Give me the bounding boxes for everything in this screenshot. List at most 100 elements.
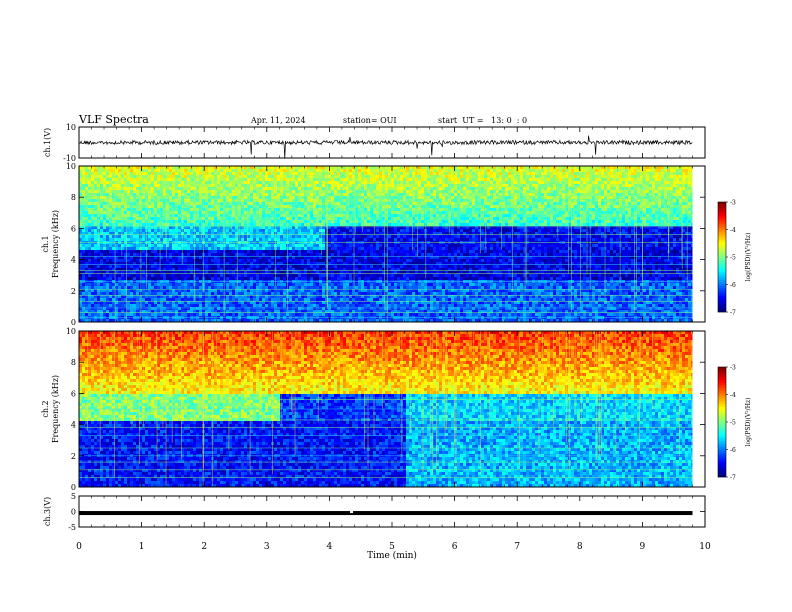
spectrogram-cell xyxy=(253,202,257,206)
spectrogram-cell xyxy=(109,259,113,263)
spectrogram-cell xyxy=(244,307,248,311)
spectrogram-cell xyxy=(238,262,242,266)
spectrogram-cell xyxy=(340,238,344,242)
spectrogram-cell xyxy=(181,190,185,194)
spectrogram-cell xyxy=(217,292,221,296)
spectrogram-cell xyxy=(184,181,188,185)
spectrogram-cell xyxy=(82,232,86,236)
spectrogram-cell xyxy=(148,166,152,170)
spectrogram-cell xyxy=(280,316,284,320)
spectrogram-cell xyxy=(235,265,239,269)
spectrogram-cell xyxy=(133,262,137,266)
spectrogram-cell xyxy=(160,205,164,209)
spectrogram-cell xyxy=(151,244,155,248)
spectrogram-cell xyxy=(100,193,104,197)
spectrogram-cell xyxy=(253,220,257,224)
spectrogram-cell xyxy=(289,310,293,314)
spectrogram-cell xyxy=(340,313,344,317)
spectrogram-cell xyxy=(259,196,263,200)
spectrogram-cell xyxy=(163,211,167,215)
spectrogram-cell xyxy=(328,229,332,233)
spectrogram-cell xyxy=(214,220,218,224)
spectrogram-cell xyxy=(244,310,248,314)
spectrogram-cell xyxy=(238,238,242,242)
spectrogram-cell xyxy=(166,223,170,227)
spectrogram-cell xyxy=(211,310,215,314)
spectrogram-cell xyxy=(205,304,209,308)
spectrogram-cell xyxy=(160,292,164,296)
spectrogram-cell xyxy=(235,262,239,266)
spectrogram-cell xyxy=(331,283,335,287)
spectrogram-cell xyxy=(358,277,362,281)
spectrogram-cell xyxy=(88,226,92,230)
spectrogram-cell xyxy=(187,175,191,179)
spectrogram-cell xyxy=(277,229,281,233)
spectrogram-cell xyxy=(208,190,212,194)
spectrogram-cell xyxy=(82,295,86,299)
spectrogram-cell xyxy=(178,256,182,260)
spectrogram-cell xyxy=(253,193,257,197)
spectrogram-cell xyxy=(106,247,110,251)
spectrogram-cell xyxy=(274,310,278,314)
spectrogram-cell xyxy=(226,244,230,248)
spectrogram-cell xyxy=(277,235,281,239)
spectrogram-cell xyxy=(277,199,281,203)
spectrogram-cell xyxy=(271,211,275,215)
spectrogram-cell xyxy=(175,178,179,182)
spectrogram-cell xyxy=(247,220,251,224)
spectrogram-cell xyxy=(160,289,164,293)
spectrogram-cell xyxy=(139,316,143,320)
spectrogram-cell xyxy=(241,184,245,188)
spectrogram-cell xyxy=(313,256,317,260)
spectrogram-cell xyxy=(250,181,254,185)
spectrogram-cell xyxy=(313,283,317,287)
spectrogram-cell xyxy=(256,295,260,299)
spectrogram-cell xyxy=(184,214,188,218)
spectrogram-cell xyxy=(160,304,164,308)
spectrogram-cell xyxy=(259,301,263,305)
spectrogram-cell xyxy=(268,184,272,188)
spectrogram-cell xyxy=(352,250,356,254)
spectrogram-cell xyxy=(85,265,89,269)
spectrogram-cell xyxy=(262,274,266,278)
spectrogram-cell xyxy=(217,283,221,287)
spectrogram-cell xyxy=(166,250,170,254)
spectrogram-cell xyxy=(85,262,89,266)
spectrogram-cell xyxy=(232,301,236,305)
spectrogram-cell xyxy=(328,226,332,230)
spectrogram-cell xyxy=(274,319,278,323)
spectrogram-cell xyxy=(169,202,173,206)
spectrogram-cell xyxy=(235,196,239,200)
spectrogram-cell xyxy=(94,307,98,311)
spectrogram-cell xyxy=(250,307,254,311)
spectrogram-cell xyxy=(202,301,206,305)
spectrogram-cell xyxy=(94,286,98,290)
spectrogram-cell xyxy=(181,307,185,311)
spectrogram-cell xyxy=(241,313,245,317)
spectrogram-cell xyxy=(91,259,95,263)
spectrogram-cell xyxy=(154,313,158,317)
spectrogram-cell xyxy=(340,289,344,293)
spectrogram-cell xyxy=(130,226,134,230)
spectrogram-cell xyxy=(319,235,323,239)
spectrogram-cell xyxy=(223,217,227,221)
spectrogram-cell xyxy=(223,187,227,191)
spectrogram-cell xyxy=(112,175,116,179)
spectrogram-cell xyxy=(358,265,362,269)
spectrogram-cell xyxy=(241,244,245,248)
spectrogram-cell xyxy=(196,193,200,197)
spectrogram-cell xyxy=(172,298,176,302)
spectrogram-cell xyxy=(259,193,263,197)
spectrogram-cell xyxy=(118,304,122,308)
spectrogram-cell xyxy=(97,283,101,287)
figure-title: VLF Spectra xyxy=(78,113,149,126)
spectrogram-cell xyxy=(136,283,140,287)
spectrogram-cell xyxy=(166,244,170,248)
spectrogram-cell xyxy=(94,310,98,314)
spectrogram-cell xyxy=(259,310,263,314)
spectrogram-cell xyxy=(235,166,239,170)
spectrogram-cell xyxy=(304,223,308,227)
spectrogram-cell xyxy=(127,235,131,239)
spectrogram-cell xyxy=(130,295,134,299)
spectrogram-cell xyxy=(289,256,293,260)
